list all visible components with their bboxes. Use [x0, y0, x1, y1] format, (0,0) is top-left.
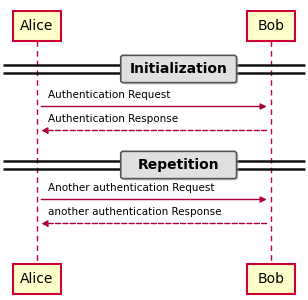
- Text: another authentication Response: another authentication Response: [48, 207, 221, 217]
- FancyBboxPatch shape: [123, 57, 238, 84]
- FancyBboxPatch shape: [13, 11, 61, 40]
- FancyBboxPatch shape: [247, 264, 295, 294]
- Text: Bob: Bob: [257, 272, 285, 286]
- FancyBboxPatch shape: [247, 11, 295, 40]
- FancyBboxPatch shape: [13, 264, 61, 294]
- Text: Authentication Response: Authentication Response: [48, 114, 178, 124]
- Text: Alice: Alice: [20, 19, 54, 32]
- Text: Bob: Bob: [257, 19, 285, 32]
- Text: Initialization: Initialization: [130, 62, 228, 76]
- Text: Authentication Request: Authentication Request: [48, 90, 170, 100]
- FancyBboxPatch shape: [121, 55, 237, 82]
- FancyBboxPatch shape: [123, 153, 238, 180]
- Text: Repetition: Repetition: [138, 158, 220, 172]
- Text: Alice: Alice: [20, 272, 54, 286]
- FancyBboxPatch shape: [121, 151, 237, 178]
- Text: Another authentication Request: Another authentication Request: [48, 183, 214, 193]
